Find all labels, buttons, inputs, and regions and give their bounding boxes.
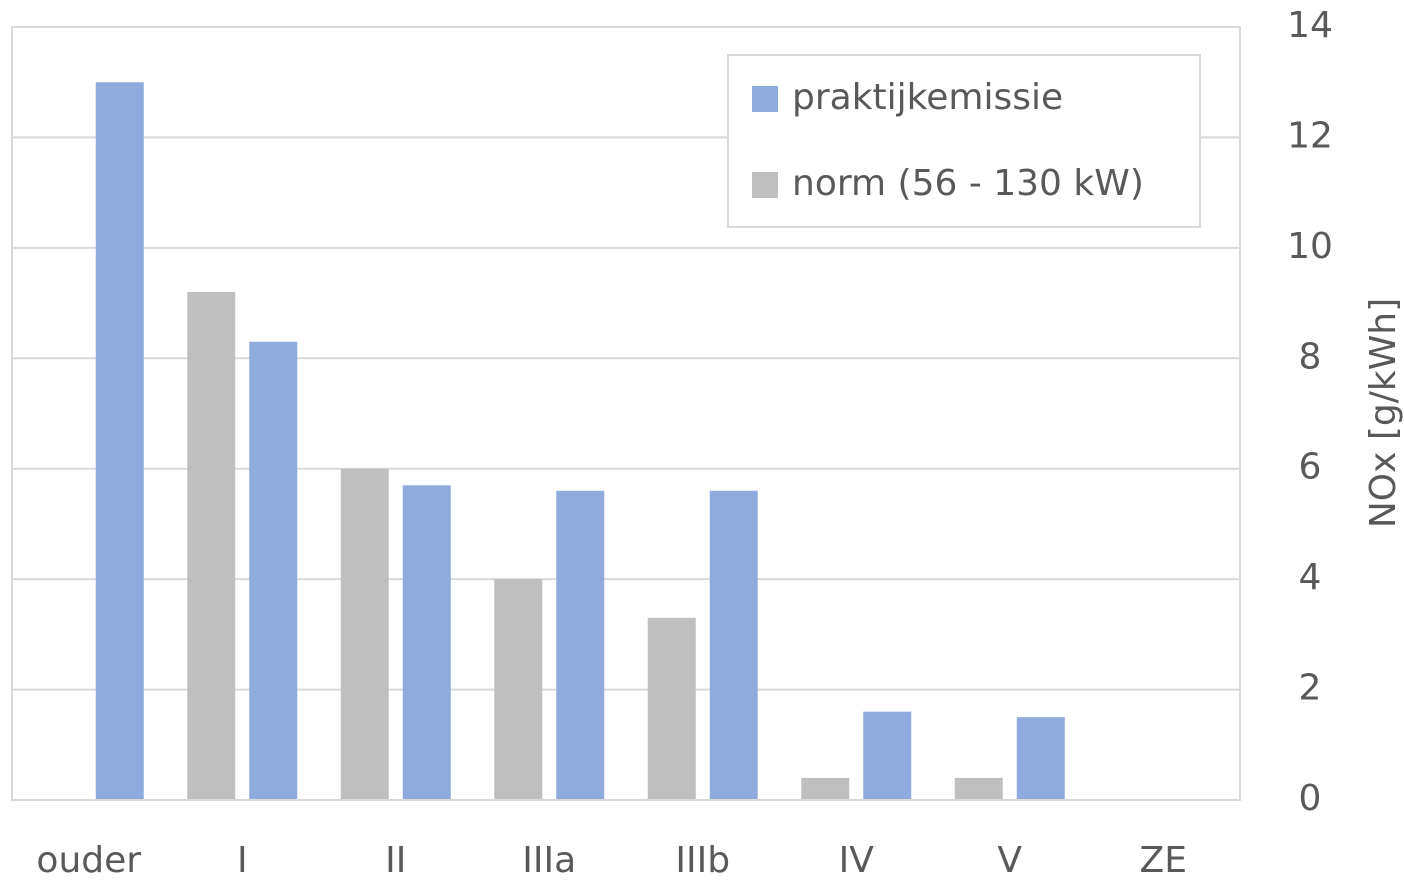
y-tick-label: 6	[1299, 447, 1322, 488]
y-tick-label: 14	[1287, 5, 1333, 46]
legend-label: praktijkemissie	[792, 77, 1063, 118]
bar	[1016, 717, 1065, 800]
bar	[801, 777, 850, 800]
legend-box	[727, 54, 1201, 228]
bar	[340, 468, 389, 800]
bar	[187, 292, 236, 800]
y-tick-label: 4	[1299, 557, 1322, 598]
legend-swatch	[752, 86, 778, 112]
bar	[954, 777, 1003, 800]
x-tick-label: I	[237, 840, 248, 881]
x-tick-label: IV	[839, 840, 875, 881]
legend-label: norm (56 - 130 kW)	[792, 163, 1144, 204]
x-tick-label: V	[997, 840, 1022, 881]
bar	[709, 490, 758, 800]
x-tick-label: IIIb	[675, 840, 730, 881]
y-tick-label: 2	[1299, 668, 1322, 709]
bar	[863, 711, 912, 800]
x-tick-label: IIIa	[522, 840, 576, 881]
bar	[556, 490, 605, 800]
bar	[249, 341, 298, 800]
bar	[494, 579, 543, 800]
y-axis-label: NOx [g/kWh]	[1363, 298, 1404, 528]
y-tick-label: 0	[1299, 778, 1322, 819]
bar	[647, 617, 696, 800]
y-tick-label: 10	[1287, 226, 1333, 267]
bar	[95, 82, 144, 800]
y-tick-label: 12	[1287, 115, 1333, 156]
bar	[402, 485, 451, 800]
x-tick-label: II	[385, 840, 406, 881]
y-tick-label: 8	[1299, 336, 1322, 377]
legend-swatch	[752, 172, 778, 198]
x-tick-label: ouder	[36, 840, 141, 881]
x-tick-label: ZE	[1140, 840, 1187, 881]
